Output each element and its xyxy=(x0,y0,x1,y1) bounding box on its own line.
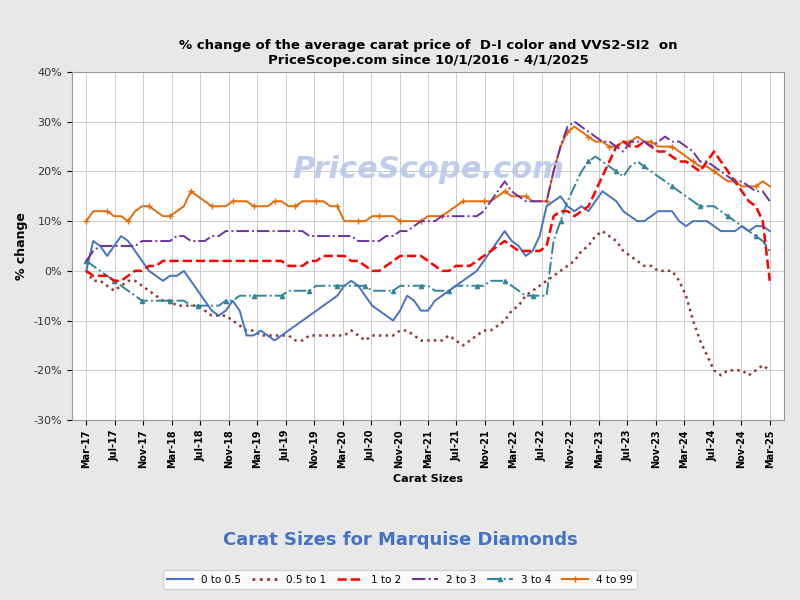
Text: PriceScope.com: PriceScope.com xyxy=(292,155,564,184)
Title: % change of the average carat price of  D-I color and VVS2-SI2  on
PriceScope.co: % change of the average carat price of D… xyxy=(178,38,678,67)
Legend: 0 to 0.5, 0.5 to 1, 1 to 2, 2 to 3, 3 to 4, 4 to 99: 0 to 0.5, 0.5 to 1, 1 to 2, 2 to 3, 3 to… xyxy=(162,571,638,589)
X-axis label: Carat Sizes: Carat Sizes xyxy=(393,474,463,484)
Y-axis label: % change: % change xyxy=(15,212,28,280)
Text: Carat Sizes for Marquise Diamonds: Carat Sizes for Marquise Diamonds xyxy=(222,531,578,549)
